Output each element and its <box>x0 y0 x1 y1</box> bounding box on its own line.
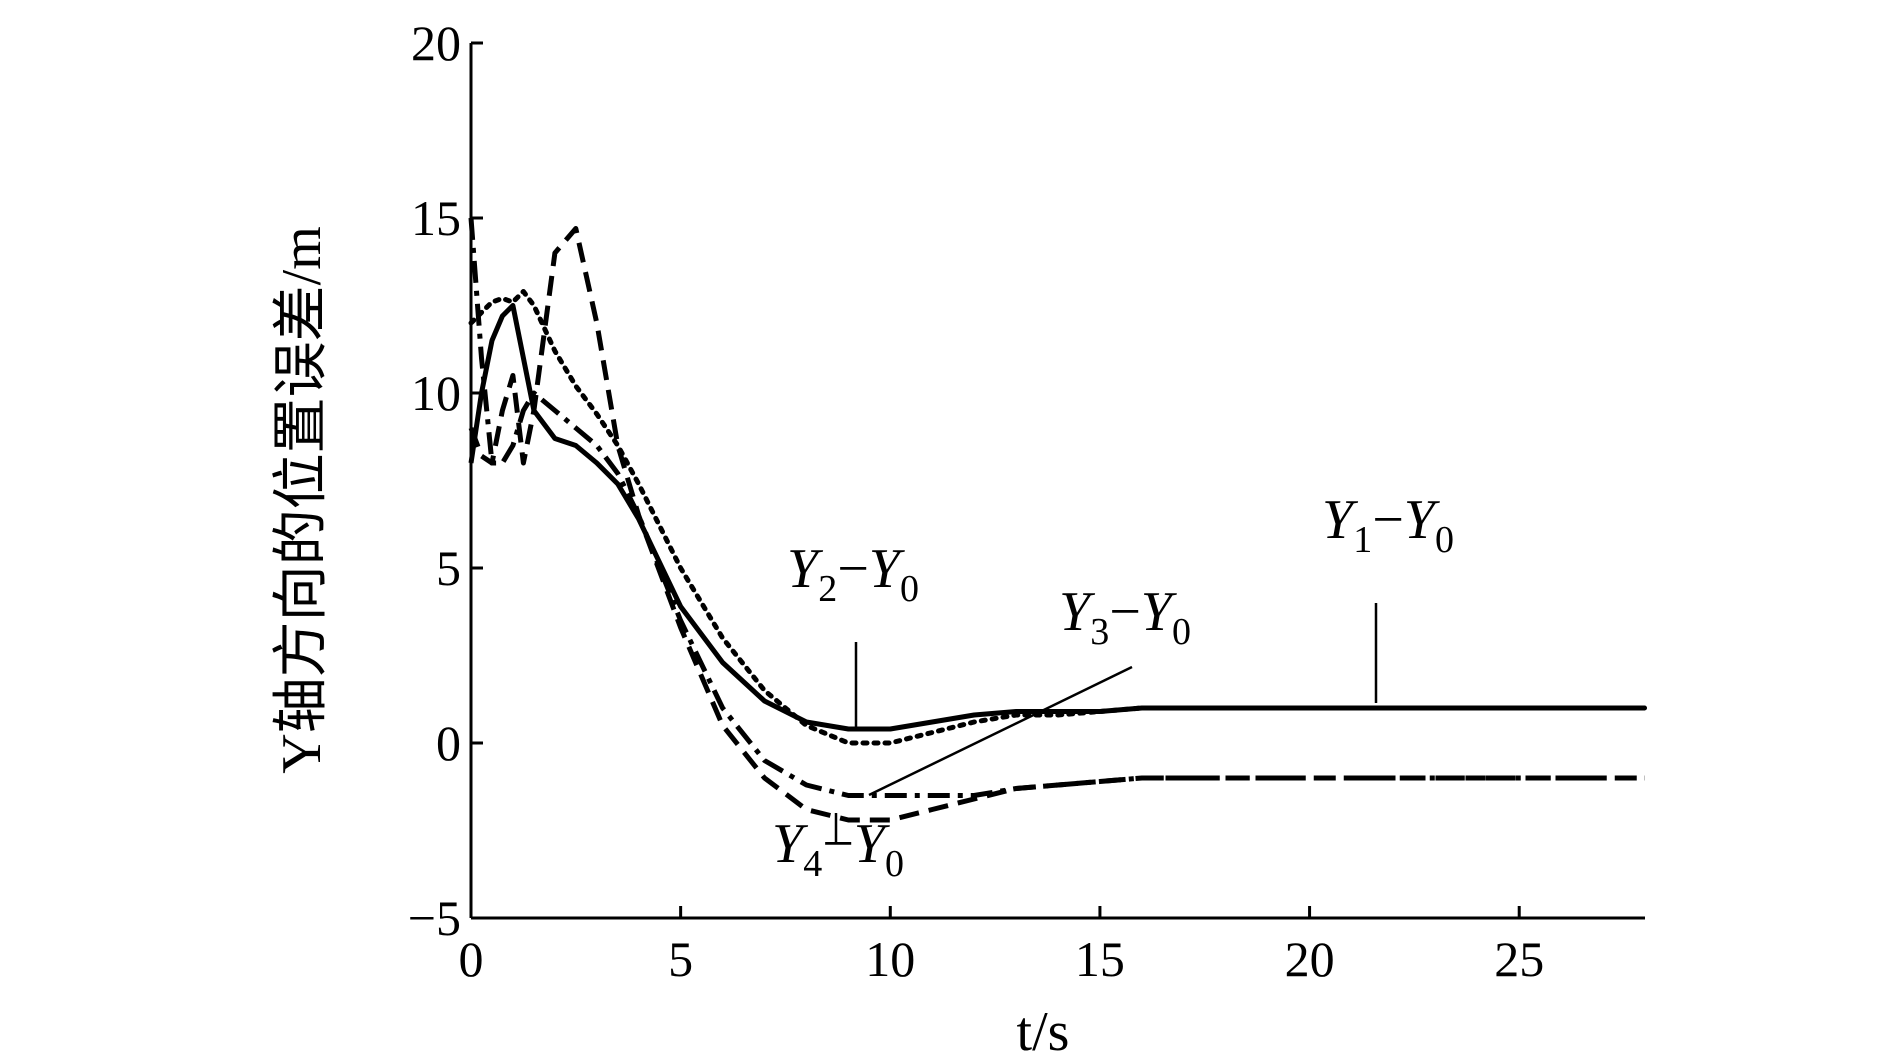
y-tick-label: 20 <box>411 15 461 71</box>
y-tick-label: 5 <box>436 540 461 596</box>
leader-line <box>868 665 1133 797</box>
data-line <box>468 289 1648 746</box>
y-tick-label: −5 <box>408 890 461 946</box>
series-label: Y3−Y0 <box>1059 581 1191 653</box>
y-tick-label: 15 <box>411 190 461 246</box>
y-tick-label: 0 <box>436 715 461 771</box>
x-tick-label: 0 <box>459 931 484 987</box>
x-tick-label: 10 <box>865 931 915 987</box>
series-label: Y1−Y0 <box>1322 489 1454 561</box>
series-label: Y2−Y0 <box>787 538 919 610</box>
y-tick-label: 10 <box>411 365 461 421</box>
data-line <box>468 226 1645 823</box>
x-tick-label: 20 <box>1285 931 1335 987</box>
data-line <box>468 303 1645 732</box>
x-tick-label: 5 <box>668 931 693 987</box>
series-label: Y4−Y0 <box>772 813 904 885</box>
x-axis-label: t/s <box>1017 1001 1070 1063</box>
x-tick-label: 15 <box>1075 931 1125 987</box>
y-axis-label: Y轴方向的位置误差/m <box>271 226 333 774</box>
x-tick-label: 25 <box>1494 931 1544 987</box>
